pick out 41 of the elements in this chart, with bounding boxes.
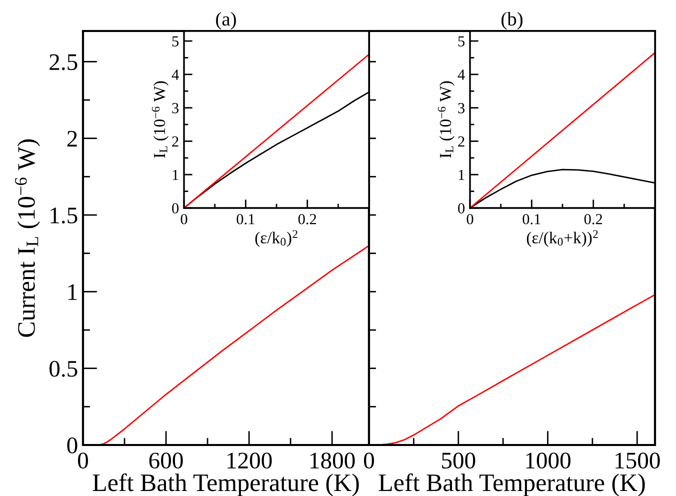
x-tick-label: 600	[149, 452, 183, 469]
y-tick-label: 1	[68, 284, 77, 300]
x-tick-label: 500	[442, 452, 476, 469]
y-tick-label: 2.5	[50, 54, 78, 70]
y-tick-label: 1	[458, 170, 464, 180]
x-axis-title: Left Bath Temperature (K)	[378, 473, 645, 496]
chart-title: (a)	[216, 12, 236, 30]
x-tick-label: 0	[466, 214, 474, 224]
x-axis-title: (ε/(k$_{0}$+k))$^{2}$	[526, 230, 598, 247]
x-tick-label: 0	[180, 214, 188, 224]
y-axis-title: Current I$_{L}$ (10$^{−6}$ W)	[15, 139, 40, 337]
y-tick-label: 2	[67, 130, 77, 147]
y-axis-title: I$_{L}$ (10$^{−6}$ W)	[438, 81, 455, 158]
x-tick-label: 0.1	[522, 214, 540, 224]
y-tick-label: 2	[458, 136, 464, 147]
x-tick-label: 0.2	[298, 214, 316, 224]
x-tick-label: 1200	[228, 452, 272, 469]
x-tick-label: 1800	[310, 452, 355, 469]
x-tick-label: 0	[364, 452, 374, 469]
x-axis-title: Left Bath Temperature (K)	[92, 473, 359, 496]
y-tick-label: 1.5	[50, 208, 78, 224]
y-tick-label: 3	[172, 102, 179, 114]
y-axis-title: I$_{L}$ (10$^{−6}$ W)	[152, 81, 169, 158]
y-tick-label: 0.5	[50, 360, 78, 377]
y-tick-label: 4	[458, 70, 465, 80]
y-tick-label: 2	[172, 136, 178, 147]
y-tick-label: 5	[172, 36, 179, 46]
x-axis-title: (ε/k$_{0}$)$^{2}$	[255, 230, 298, 247]
y-tick-label: 5	[458, 36, 465, 46]
y-tick-label: 0	[172, 203, 179, 214]
y-tick-label: 1	[172, 170, 178, 180]
chart-title: (b)	[502, 12, 522, 30]
y-tick-label: 3	[458, 102, 465, 114]
x-tick-label: 1500	[616, 452, 660, 469]
x-tick-label: 1000	[526, 452, 570, 469]
y-tick-label: 4	[172, 70, 179, 80]
x-tick-label: 0.1	[236, 214, 254, 224]
y-tick-label: 0	[67, 437, 78, 454]
x-tick-label: 0.2	[584, 214, 602, 224]
y-tick-label: 0	[458, 203, 465, 214]
x-tick-label: 0	[78, 452, 88, 469]
